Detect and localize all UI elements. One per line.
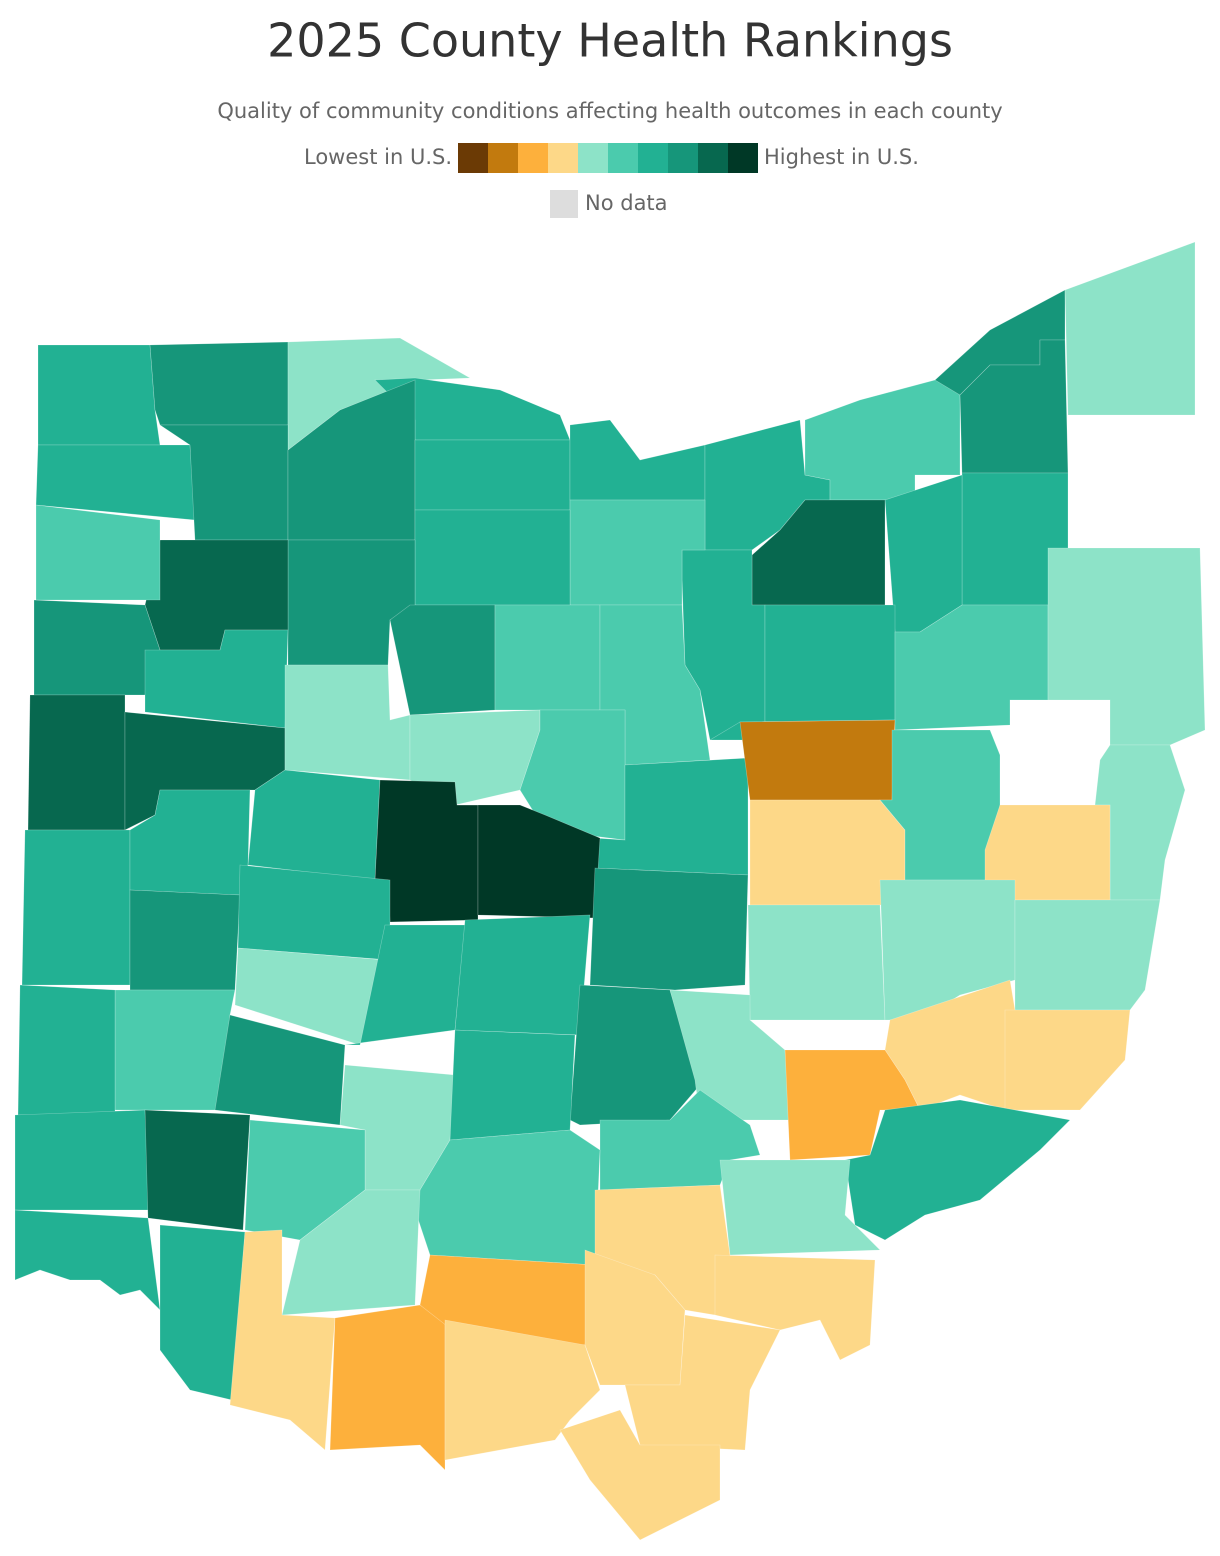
- county: [1064, 241, 1196, 416]
- county: [37, 344, 161, 446]
- county: [247, 769, 381, 881]
- legend-no-data-swatch: [550, 190, 578, 218]
- legend-scale: [458, 143, 758, 173]
- legend-swatch: [518, 143, 548, 173]
- county: [1014, 899, 1161, 1011]
- county: [884, 979, 1016, 1111]
- county: [35, 504, 161, 601]
- legend-swatch: [698, 143, 728, 173]
- legend-low-label: Lowest in U.S.: [304, 145, 452, 169]
- county: [804, 379, 961, 501]
- legend-swatch: [608, 143, 638, 173]
- county: [14, 1209, 161, 1311]
- county: [281, 1189, 421, 1316]
- county: [739, 719, 896, 801]
- county: [27, 694, 126, 831]
- county: [879, 879, 1016, 1021]
- county: [129, 889, 241, 991]
- county: [284, 664, 411, 781]
- county: [414, 439, 571, 511]
- legend-swatch: [578, 143, 608, 173]
- legend-swatch: [548, 143, 578, 173]
- county: [229, 1229, 336, 1451]
- county: [389, 604, 496, 716]
- counties: [14, 241, 1206, 1541]
- county: [159, 1224, 246, 1401]
- county: [114, 989, 236, 1111]
- county: [589, 867, 749, 991]
- county: [414, 509, 571, 606]
- county: [33, 599, 161, 696]
- county: [129, 789, 251, 896]
- county: [569, 419, 706, 501]
- county: [14, 1109, 151, 1211]
- county: [494, 604, 601, 711]
- county: [449, 1029, 576, 1141]
- county: [149, 341, 289, 426]
- county: [714, 1254, 876, 1361]
- title: 2025 County Health Rankings: [267, 14, 953, 68]
- county: [21, 829, 131, 986]
- legend-no-data-label: No data: [585, 191, 668, 215]
- county: [144, 1109, 251, 1231]
- county: [1047, 547, 1206, 746]
- county: [144, 629, 289, 729]
- legend-high-label: Highest in U.S.: [764, 145, 919, 169]
- county: [844, 1099, 1071, 1241]
- county: [747, 904, 886, 1021]
- county: [559, 1409, 721, 1541]
- legend-swatch: [638, 143, 668, 173]
- county: [237, 864, 391, 961]
- subtitle: Quality of community conditions affectin…: [217, 99, 1002, 123]
- legend-swatch: [458, 143, 488, 173]
- county: [454, 914, 591, 1036]
- county: [884, 474, 963, 633]
- legend-swatch: [488, 143, 518, 173]
- county: [329, 1304, 446, 1471]
- county: [1004, 1009, 1131, 1111]
- county: [17, 984, 116, 1116]
- county: [344, 924, 466, 1046]
- legend-swatch: [668, 143, 698, 173]
- legend-swatch: [728, 143, 758, 173]
